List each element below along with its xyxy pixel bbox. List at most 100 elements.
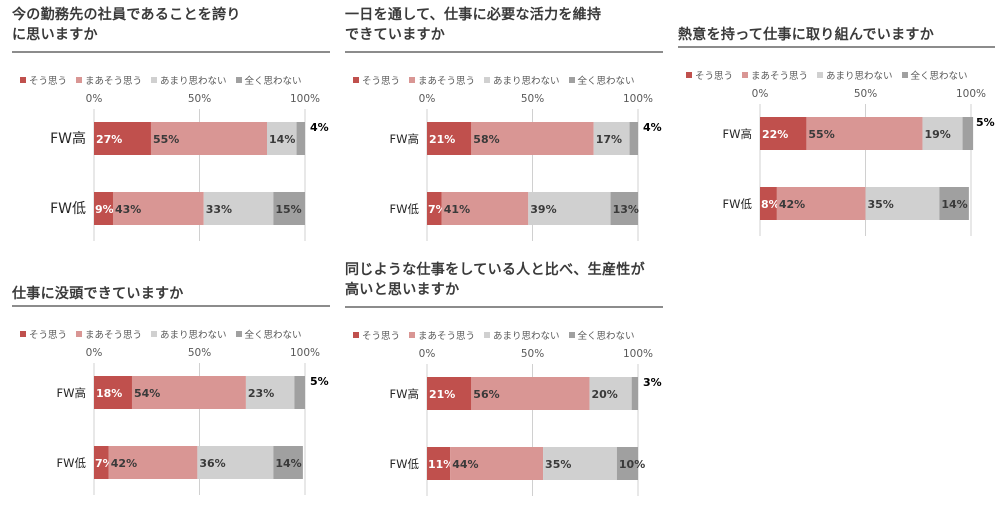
x-tick-label: 0% — [419, 93, 436, 105]
legend-label: そう思う — [362, 331, 401, 342]
legend-item: まあそう思う — [409, 328, 475, 342]
category-label: FW低 — [390, 202, 420, 216]
category-label: FW高 — [390, 387, 420, 401]
legend-item: 全く思わない — [235, 73, 302, 87]
data-label: 21% — [429, 133, 455, 146]
bar-segment — [922, 117, 963, 150]
x-tick-label: 50% — [854, 88, 877, 100]
data-label: 14% — [275, 457, 301, 470]
bar-segment — [94, 122, 151, 155]
legend-label: あまり思わない — [826, 71, 893, 82]
legend-item: まあそう思う — [742, 68, 808, 82]
title-divider — [12, 305, 330, 307]
data-label: 4% — [643, 121, 662, 134]
x-tick-label: 100% — [956, 88, 986, 100]
data-label: 43% — [115, 203, 141, 216]
x-tick-label: 100% — [290, 93, 320, 105]
x-tick-label: 50% — [188, 347, 211, 359]
bar-segment — [108, 446, 198, 479]
x-tick-label: 100% — [290, 347, 320, 359]
data-label: 41% — [444, 203, 470, 216]
legend-swatch — [742, 72, 749, 78]
bar-segment — [471, 377, 590, 410]
data-label: 23% — [248, 387, 274, 400]
bar-segment — [245, 376, 295, 409]
bar-segment — [962, 117, 974, 150]
legend-swatch — [409, 77, 416, 83]
legend-label: あまり思わない — [160, 76, 227, 87]
bar-segment — [427, 192, 442, 225]
data-label: 58% — [473, 133, 499, 146]
x-tick-label: 0% — [86, 93, 103, 105]
bar-segment — [776, 187, 866, 220]
data-label: 10% — [619, 458, 645, 471]
legend: そう思う まあそう思う あまり思わない 全く思わない — [20, 327, 311, 341]
data-label: 36% — [199, 457, 225, 470]
data-label: 8% — [761, 198, 780, 211]
legend: そう思う まあそう思う あまり思わない 全く思わない — [20, 73, 311, 87]
chart-title: 熱意を持って仕事に取り組んでいますか — [678, 27, 934, 43]
bar-segment — [203, 192, 274, 225]
x-tick-label: 100% — [623, 348, 653, 360]
bar-segment — [427, 122, 472, 155]
bar-segment — [112, 192, 204, 225]
legend-label: そう思う — [29, 76, 68, 87]
legend-swatch — [76, 77, 83, 83]
data-label: 17% — [596, 133, 622, 146]
bar-segment — [273, 446, 303, 479]
data-label: 56% — [473, 388, 499, 401]
chart-title: 仕事に没頭できていますか — [12, 286, 184, 302]
legend-swatch — [151, 77, 158, 83]
bar-segment — [131, 376, 246, 409]
legend-swatch — [20, 77, 26, 83]
title-divider — [678, 46, 995, 48]
legend-swatch — [20, 331, 26, 337]
chart-title: 同じような仕事をしている人と比べ、生産性が高いと思いますか — [345, 262, 645, 298]
legend-label: 全く思わない — [910, 71, 968, 82]
data-label: 13% — [613, 203, 639, 216]
stacked-bar-chart: 0% 50% 100%FW高 21% 58% 17%4%FW低 7%41% 39% 13% — [390, 93, 662, 241]
legend-label: 全く思わない — [244, 330, 302, 341]
category-label: FW低 — [57, 456, 87, 470]
legend-item: そう思う — [20, 327, 67, 341]
bar-segment — [294, 376, 305, 409]
legend-label: 全く思わない — [577, 331, 635, 342]
legend-item: まあそう思う — [409, 73, 475, 87]
data-label: 22% — [762, 128, 788, 141]
data-label: 18% — [96, 387, 122, 400]
legend-swatch — [409, 332, 416, 338]
x-tick-label: 50% — [521, 348, 544, 360]
data-label: 33% — [206, 203, 232, 216]
legend-item: 全く思わない — [901, 68, 968, 82]
category-label: FW高 — [390, 132, 420, 146]
data-label: 44% — [452, 458, 478, 471]
legend-swatch — [686, 72, 692, 78]
bar-segment — [528, 192, 611, 225]
bar-segment — [427, 447, 451, 480]
data-label: 39% — [530, 203, 556, 216]
legend-swatch — [901, 72, 908, 78]
category-label: FW高 — [50, 130, 86, 147]
data-label: 5% — [310, 375, 329, 388]
legend-swatch — [235, 331, 242, 337]
legend-item: あまり思わない — [817, 68, 893, 82]
legend-label: まあそう思う — [85, 76, 143, 87]
data-label: 15% — [275, 203, 301, 216]
title-divider — [345, 306, 663, 308]
x-tick-label: 0% — [752, 88, 769, 100]
bar-segment — [760, 187, 777, 220]
legend-item: そう思う — [20, 73, 67, 87]
title-divider — [12, 51, 330, 53]
stacked-bar-chart: 0% 50% 100% FW高 21% 56% 20% 3% FW低 11%44% 35% 10% — [390, 348, 662, 496]
legend: そう思う まあそう思う あまり思わない 全く思わない — [353, 328, 644, 342]
data-label: 55% — [808, 128, 834, 141]
legend-label: そう思う — [695, 71, 734, 82]
data-label: 14% — [941, 198, 967, 211]
bar-segment — [631, 377, 638, 410]
stacked-bar-chart: 0% 50% 100% FW高 22% 55% 19% 5% FW低 8% 42% 35% 14% — [723, 88, 995, 236]
legend-item: あまり思わない — [151, 73, 227, 87]
data-label: 5% — [976, 116, 995, 129]
data-label: 19% — [924, 128, 950, 141]
legend-item: そう思う — [353, 328, 400, 342]
bar-segment — [441, 192, 529, 225]
